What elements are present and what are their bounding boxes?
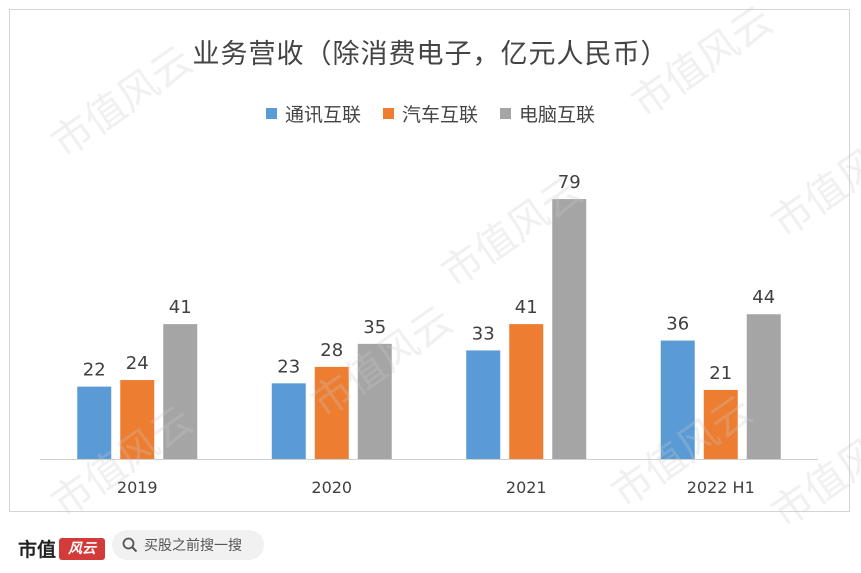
data-label-2-0: 33	[472, 323, 495, 344]
x-tick-label-0: 2019	[117, 478, 158, 497]
data-label-0-0: 22	[83, 360, 106, 381]
data-label-2-2: 79	[558, 172, 581, 193]
search-box[interactable]: 买股之前搜一搜	[112, 530, 264, 560]
data-label-1-0: 23	[277, 356, 300, 377]
legend-label-series-1: 汽车互联	[401, 104, 478, 126]
bar-0-2	[163, 324, 198, 459]
bar-0-0	[77, 386, 112, 459]
chart-title: 业务营收（除消费电子，亿元人民币）	[192, 39, 669, 70]
brand-text: 市值	[18, 539, 57, 561]
bar-1-2	[357, 343, 392, 459]
x-tick-label-1: 2020	[311, 478, 352, 497]
bar-2-1	[509, 324, 544, 459]
legend-swatch-series-0	[265, 108, 277, 119]
bar-3-1	[703, 389, 738, 459]
data-label-3-2: 44	[752, 287, 775, 308]
chart-legend: 通讯互联 汽车互联 电脑互联	[0, 100, 861, 127]
brand-logo: 市值 风云	[18, 535, 106, 562]
bar-2-2	[552, 199, 587, 459]
data-label-0-1: 24	[126, 353, 149, 374]
legend-item-series-1: 汽车互联	[382, 100, 478, 127]
legend-swatch-series-1	[382, 108, 394, 119]
legend-label-series-0: 通讯互联	[284, 104, 361, 126]
data-label-3-0: 36	[666, 314, 689, 335]
data-label-2-1: 41	[515, 297, 538, 318]
x-tick-label-2: 2021	[506, 478, 547, 497]
brand-mark: 风云	[59, 537, 106, 560]
bar-3-2	[746, 314, 781, 459]
legend-item-series-0: 通讯互联	[265, 100, 361, 127]
legend-item-series-2: 电脑互联	[500, 100, 595, 127]
legend-label-series-2: 电脑互联	[519, 104, 596, 126]
search-icon	[122, 537, 138, 553]
data-label-3-1: 21	[709, 363, 732, 384]
search-placeholder: 买股之前搜一搜	[144, 538, 242, 554]
data-label-0-2: 41	[169, 297, 192, 318]
bar-3-0	[660, 340, 695, 459]
data-label-1-2: 35	[363, 317, 386, 338]
legend-swatch-series-2	[500, 108, 511, 119]
x-tick-label-3: 2022 H1	[687, 478, 755, 497]
bar-chart-plot: 22 24 41 2019 23 28 35 2020 33 41 79 2021 36 21 44 2022…	[40, 172, 818, 497]
footer-bar: 市值 风云 买股之前搜一搜	[0, 518, 861, 573]
bar-1-0	[271, 383, 306, 459]
bar-0-1	[120, 380, 155, 459]
bar-2-0	[466, 350, 501, 459]
data-label-1-1: 28	[320, 340, 343, 361]
bar-1-1	[314, 366, 349, 459]
